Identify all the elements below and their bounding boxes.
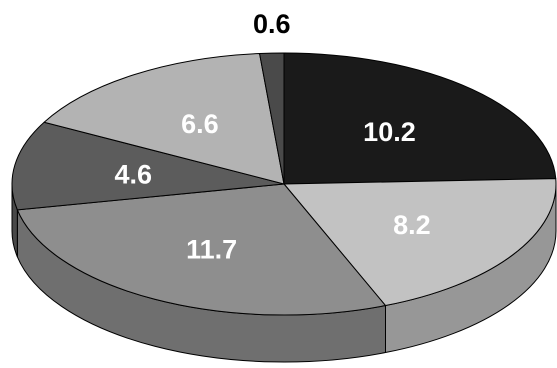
data-label-4-6: 4.6	[115, 159, 153, 189]
data-label-8-2: 8.2	[393, 210, 431, 240]
pie-tops	[11, 52, 557, 316]
data-label-11-7: 11.7	[186, 235, 237, 265]
pie-labels: 10.2 8.2 11.7 4.6 6.6 0.6	[115, 9, 431, 264]
pie-slice-4-6	[11, 121, 285, 211]
pie-slice-0-6	[259, 52, 285, 185]
pie-slice-8-2	[283, 178, 557, 307]
data-label-10-2: 10.2	[363, 117, 416, 147]
data-label-6-6: 6.6	[181, 109, 219, 139]
pie-slice-6-6	[43, 53, 285, 185]
data-label-0-6: 0.6	[253, 9, 291, 39]
pie-slice-10-2	[283, 52, 557, 185]
pie-slice-11-7	[16, 183, 386, 316]
